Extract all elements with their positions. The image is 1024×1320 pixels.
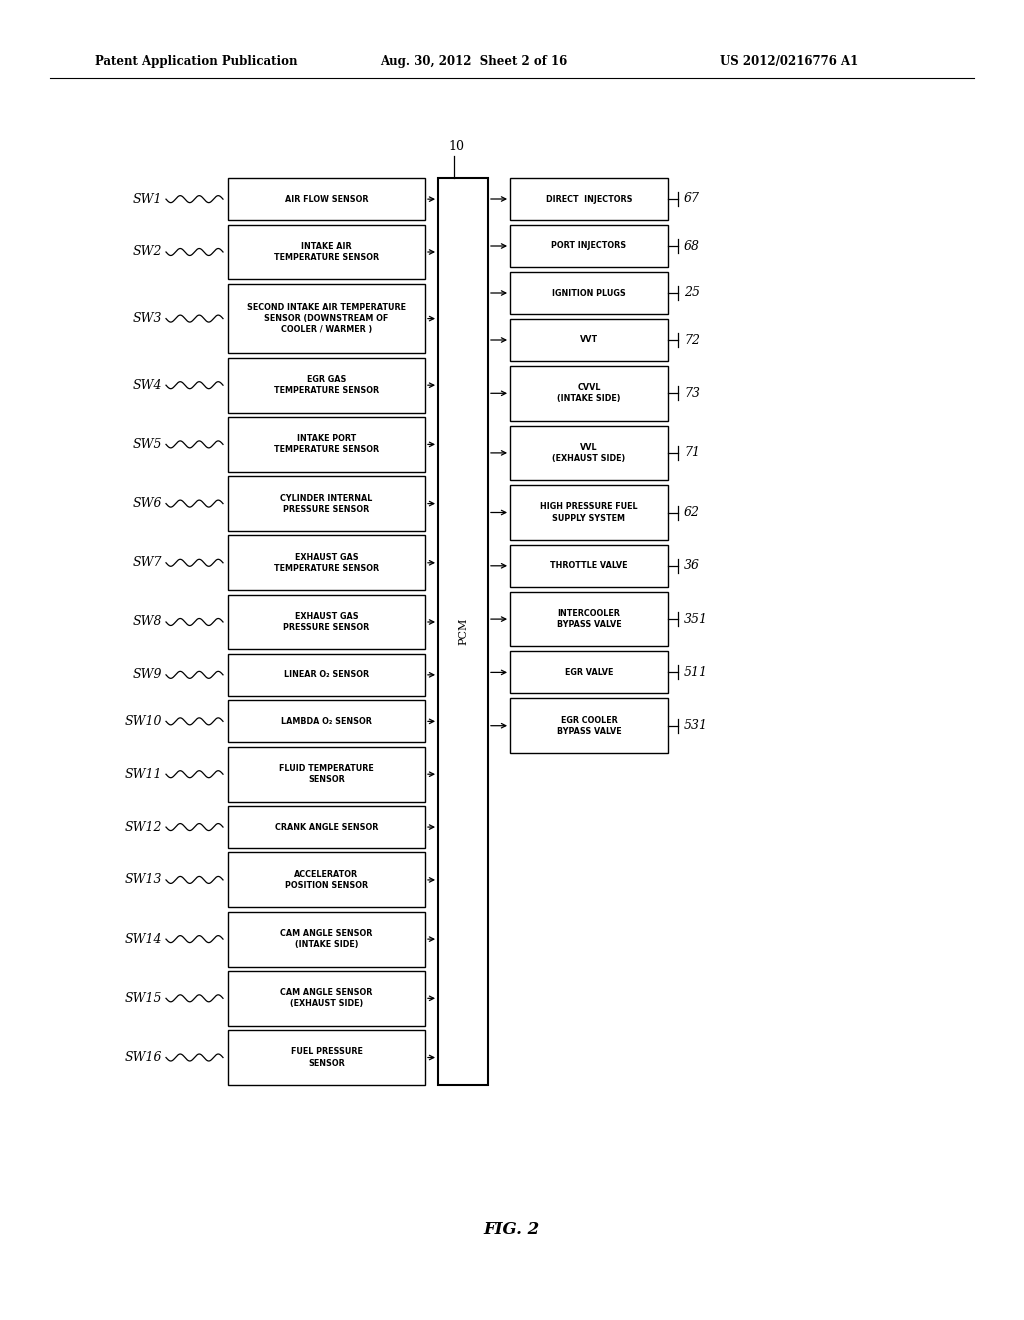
- Text: SW14: SW14: [125, 933, 162, 945]
- Bar: [510, 591, 668, 647]
- Text: SW4: SW4: [132, 379, 162, 392]
- Text: SW7: SW7: [132, 556, 162, 569]
- Text: EXHAUST GAS
PRESSURE SENSOR: EXHAUST GAS PRESSURE SENSOR: [284, 612, 370, 632]
- Text: EXHAUST GAS
TEMPERATURE SENSOR: EXHAUST GAS TEMPERATURE SENSOR: [274, 553, 379, 573]
- Text: 10: 10: [449, 140, 464, 153]
- Text: SW8: SW8: [132, 615, 162, 628]
- Text: 531: 531: [684, 719, 708, 733]
- Text: CYLINDER INTERNAL
PRESSURE SENSOR: CYLINDER INTERNAL PRESSURE SENSOR: [281, 494, 373, 513]
- Bar: [438, 178, 488, 1085]
- Text: SW6: SW6: [132, 498, 162, 510]
- Bar: [228, 1030, 425, 1085]
- Text: SW12: SW12: [125, 821, 162, 833]
- Text: THROTTLE VALVE: THROTTLE VALVE: [550, 561, 628, 570]
- Bar: [510, 698, 668, 752]
- Text: SW3: SW3: [132, 312, 162, 325]
- Bar: [228, 853, 425, 907]
- Text: SW16: SW16: [125, 1051, 162, 1064]
- Text: FLUID TEMPERATURE
SENSOR: FLUID TEMPERATURE SENSOR: [280, 764, 374, 784]
- Bar: [510, 366, 668, 421]
- Text: SW13: SW13: [125, 874, 162, 887]
- Text: Patent Application Publication: Patent Application Publication: [95, 55, 298, 69]
- Text: 71: 71: [684, 446, 700, 459]
- Text: CVVL
(INTAKE SIDE): CVVL (INTAKE SIDE): [557, 383, 621, 404]
- Bar: [228, 747, 425, 801]
- Bar: [510, 178, 668, 220]
- Text: ACCELERATOR
POSITION SENSOR: ACCELERATOR POSITION SENSOR: [285, 870, 368, 890]
- Bar: [510, 545, 668, 587]
- Text: INTAKE AIR
TEMPERATURE SENSOR: INTAKE AIR TEMPERATURE SENSOR: [274, 242, 379, 263]
- Bar: [228, 700, 425, 742]
- Text: LAMBDA O₂ SENSOR: LAMBDA O₂ SENSOR: [281, 717, 372, 726]
- Text: 36: 36: [684, 560, 700, 573]
- Text: VVL
(EXHAUST SIDE): VVL (EXHAUST SIDE): [552, 442, 626, 463]
- Text: HIGH PRESSURE FUEL
SUPPLY SYSTEM: HIGH PRESSURE FUEL SUPPLY SYSTEM: [541, 503, 638, 523]
- Text: SW15: SW15: [125, 991, 162, 1005]
- Text: 68: 68: [684, 239, 700, 252]
- Bar: [228, 653, 425, 696]
- Text: 25: 25: [684, 286, 700, 300]
- Bar: [228, 807, 425, 849]
- Bar: [510, 425, 668, 480]
- Text: US 2012/0216776 A1: US 2012/0216776 A1: [720, 55, 858, 69]
- Text: INTERCOOLER
BYPASS VALVE: INTERCOOLER BYPASS VALVE: [557, 609, 622, 630]
- Text: VVT: VVT: [580, 335, 598, 345]
- Text: 511: 511: [684, 665, 708, 678]
- Bar: [228, 284, 425, 354]
- Bar: [510, 651, 668, 693]
- Text: SW11: SW11: [125, 768, 162, 780]
- Text: 351: 351: [684, 612, 708, 626]
- Bar: [228, 358, 425, 413]
- Text: SW5: SW5: [132, 438, 162, 451]
- Text: FUEL PRESSURE
SENSOR: FUEL PRESSURE SENSOR: [291, 1048, 362, 1068]
- Text: 67: 67: [684, 193, 700, 206]
- Text: LINEAR O₂ SENSOR: LINEAR O₂ SENSOR: [284, 671, 369, 680]
- Bar: [228, 417, 425, 471]
- Bar: [510, 486, 668, 540]
- Text: INTAKE PORT
TEMPERATURE SENSOR: INTAKE PORT TEMPERATURE SENSOR: [274, 434, 379, 454]
- Bar: [510, 224, 668, 267]
- Text: 73: 73: [684, 387, 700, 400]
- Bar: [510, 272, 668, 314]
- Text: FIG. 2: FIG. 2: [484, 1221, 540, 1238]
- Bar: [228, 477, 425, 531]
- Text: AIR FLOW SENSOR: AIR FLOW SENSOR: [285, 194, 369, 203]
- Bar: [228, 912, 425, 966]
- Text: IGNITION PLUGS: IGNITION PLUGS: [552, 289, 626, 297]
- Text: DIRECT  INJECTORS: DIRECT INJECTORS: [546, 194, 632, 203]
- Bar: [228, 536, 425, 590]
- Text: SW1: SW1: [132, 193, 162, 206]
- Text: SECOND INTAKE AIR TEMPERATURE
SENSOR (DOWNSTREAM OF
COOLER / WARMER ): SECOND INTAKE AIR TEMPERATURE SENSOR (DO…: [247, 304, 406, 334]
- Bar: [228, 224, 425, 280]
- Text: SW9: SW9: [132, 668, 162, 681]
- Text: CAM ANGLE SENSOR
(INTAKE SIDE): CAM ANGLE SENSOR (INTAKE SIDE): [281, 929, 373, 949]
- Bar: [228, 594, 425, 649]
- Text: EGR COOLER
BYPASS VALVE: EGR COOLER BYPASS VALVE: [557, 715, 622, 735]
- Text: EGR GAS
TEMPERATURE SENSOR: EGR GAS TEMPERATURE SENSOR: [274, 375, 379, 395]
- Bar: [228, 178, 425, 220]
- Text: PORT INJECTORS: PORT INJECTORS: [552, 242, 627, 251]
- Text: EGR VALVE: EGR VALVE: [565, 668, 613, 677]
- Text: PCM: PCM: [458, 618, 468, 645]
- Bar: [510, 319, 668, 360]
- Text: Aug. 30, 2012  Sheet 2 of 16: Aug. 30, 2012 Sheet 2 of 16: [380, 55, 567, 69]
- Text: 62: 62: [684, 506, 700, 519]
- Text: 72: 72: [684, 334, 700, 346]
- Text: CAM ANGLE SENSOR
(EXHAUST SIDE): CAM ANGLE SENSOR (EXHAUST SIDE): [281, 989, 373, 1008]
- Text: SW2: SW2: [132, 246, 162, 259]
- Bar: [228, 970, 425, 1026]
- Text: SW10: SW10: [125, 715, 162, 727]
- Text: CRANK ANGLE SENSOR: CRANK ANGLE SENSOR: [274, 822, 378, 832]
